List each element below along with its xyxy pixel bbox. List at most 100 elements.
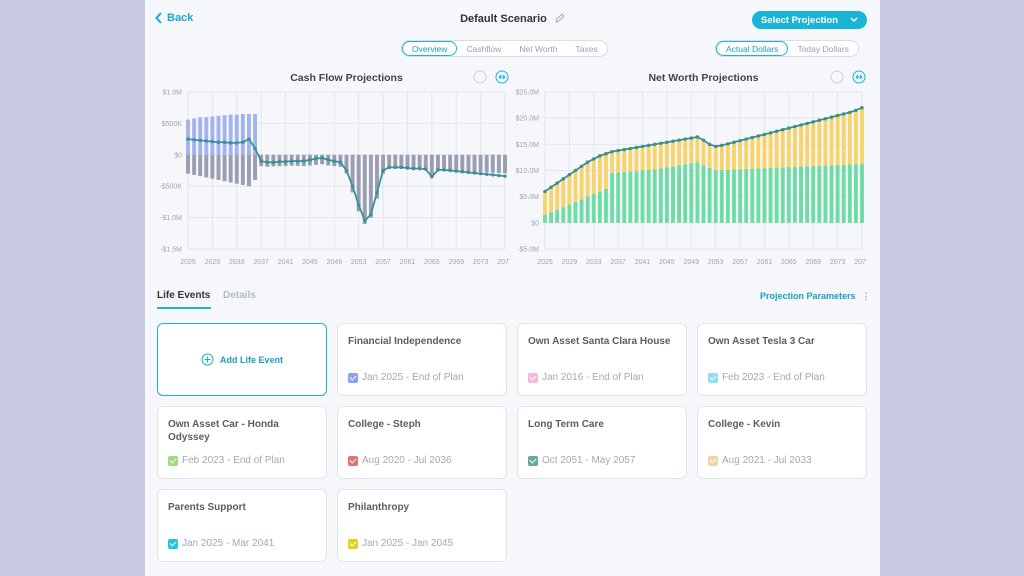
line-point — [793, 124, 797, 129]
back-chevron — [155, 12, 162, 24]
bar — [356, 154, 361, 212]
line-point — [774, 129, 779, 133]
line-point — [363, 219, 367, 223]
bar — [762, 168, 767, 223]
view-tab[interactable]: Net Worth — [519, 43, 558, 54]
add-life-event[interactable]: Add Life Event — [157, 323, 327, 396]
bar — [555, 209, 560, 223]
bar — [496, 154, 501, 174]
x-tick-label: 2025 — [180, 259, 196, 266]
life-event-card[interactable]: College - Steph Aug 2020 - Jul 2036 — [337, 406, 507, 479]
bar — [387, 154, 392, 169]
bar — [652, 169, 657, 223]
bar — [622, 172, 627, 223]
line-point — [271, 160, 276, 165]
line-point — [478, 171, 483, 176]
bar — [543, 214, 547, 223]
line-point — [610, 149, 614, 154]
more-icon[interactable]: ⋮ — [861, 291, 871, 301]
bar — [853, 164, 858, 223]
line-point — [756, 134, 761, 138]
life-event-card[interactable]: College - Kevin Aug 2021 - Jul 2033 — [697, 406, 867, 479]
life-event-card[interactable]: Long Term Care Oct 2051 - May 2057 — [517, 406, 687, 479]
line-point — [405, 166, 410, 170]
bar — [234, 154, 239, 184]
bar — [664, 142, 669, 168]
life-events-tab[interactable]: Life Events — [157, 290, 211, 301]
x-tick-label: 2069 — [448, 259, 464, 266]
x-tick-label: 2069 — [805, 259, 821, 266]
bar — [460, 154, 465, 172]
bar — [707, 167, 712, 223]
expand-icon[interactable] — [852, 70, 866, 84]
view-tab[interactable]: Overview — [402, 41, 458, 56]
bar — [634, 147, 639, 172]
life-event-card[interactable]: Own Asset Santa Clara House Jan 2016 - En… — [517, 323, 687, 396]
bar — [622, 149, 627, 173]
details-tab[interactable]: Details — [223, 290, 256, 301]
card-date: Feb 2023 - End of Plan — [722, 372, 825, 383]
bar — [750, 168, 755, 223]
card-title: Philanthropy — [348, 502, 410, 513]
line-point — [732, 140, 736, 144]
bar — [610, 173, 615, 223]
life-event-card[interactable]: Parents Support Jan 2025 - Mar 2041 — [157, 489, 327, 562]
card-date-row: Jan 2025 - Jan 2045 — [348, 538, 453, 549]
line-point — [338, 160, 343, 165]
bar — [478, 154, 483, 173]
add-label: Add Life Event — [219, 354, 283, 365]
line-point — [799, 123, 803, 127]
projection-parameters[interactable]: Projection Parameters ⋮ — [760, 291, 871, 302]
card-checkbox — [348, 372, 358, 383]
line-point — [430, 175, 434, 179]
reset-icon[interactable] — [473, 70, 487, 84]
bar — [222, 115, 227, 155]
expand-icon[interactable] — [495, 70, 509, 84]
line-point — [241, 140, 245, 144]
line-point — [466, 170, 471, 175]
bar — [405, 154, 410, 169]
line-point — [369, 212, 373, 217]
bar — [411, 154, 416, 170]
line-point — [460, 170, 465, 174]
edit-icon[interactable] — [555, 13, 565, 23]
line-point — [720, 143, 724, 148]
card-checkbox — [168, 538, 178, 549]
reset-icon[interactable] — [830, 70, 844, 84]
bar — [792, 166, 797, 223]
card-date: Jan 2016 - End of Plan — [542, 372, 644, 383]
line-point — [665, 140, 669, 144]
life-event-card[interactable]: Philanthropy Jan 2025 - Jan 2045 — [337, 489, 507, 562]
bar — [683, 164, 688, 223]
life-event-card[interactable]: Own Asset Tesla 3 Car Feb 2023 - End of P… — [697, 323, 867, 396]
bar — [774, 131, 779, 168]
back-button[interactable]: Back — [155, 12, 193, 24]
bar — [271, 154, 276, 167]
line-point — [592, 157, 596, 161]
bar — [713, 146, 718, 171]
line-point — [598, 154, 602, 158]
bar — [677, 140, 682, 166]
bar — [204, 117, 209, 155]
view-tab[interactable]: Cashflow — [466, 43, 502, 54]
x-tick-label: 2033 — [229, 259, 245, 266]
dollar-option[interactable]: Today Dollars — [797, 43, 849, 54]
select-projection-button[interactable]: Select Projection — [752, 11, 867, 29]
life-event-card[interactable]: Own Asset Car - Honda Odyssey Feb 2023 - … — [157, 406, 327, 479]
card-title: Parents Support — [168, 502, 246, 513]
bar — [375, 154, 379, 199]
card-date: Feb 2023 - End of Plan — [182, 455, 285, 466]
card-title: College - Kevin — [708, 419, 781, 430]
bar — [442, 154, 446, 171]
line-point — [842, 112, 846, 116]
line-point — [235, 141, 239, 145]
bar — [616, 150, 621, 173]
x-tick-label: 2049 — [327, 259, 343, 266]
view-tab[interactable]: Taxes — [575, 43, 598, 54]
dollar-option[interactable]: Actual Dollars — [716, 41, 789, 56]
chart-title: Net Worth Projections — [648, 72, 758, 84]
bar — [591, 194, 596, 223]
bar — [204, 154, 209, 178]
line-point — [503, 174, 507, 178]
life-event-card[interactable]: Financial Independence Jan 2025 - End of … — [337, 323, 507, 396]
